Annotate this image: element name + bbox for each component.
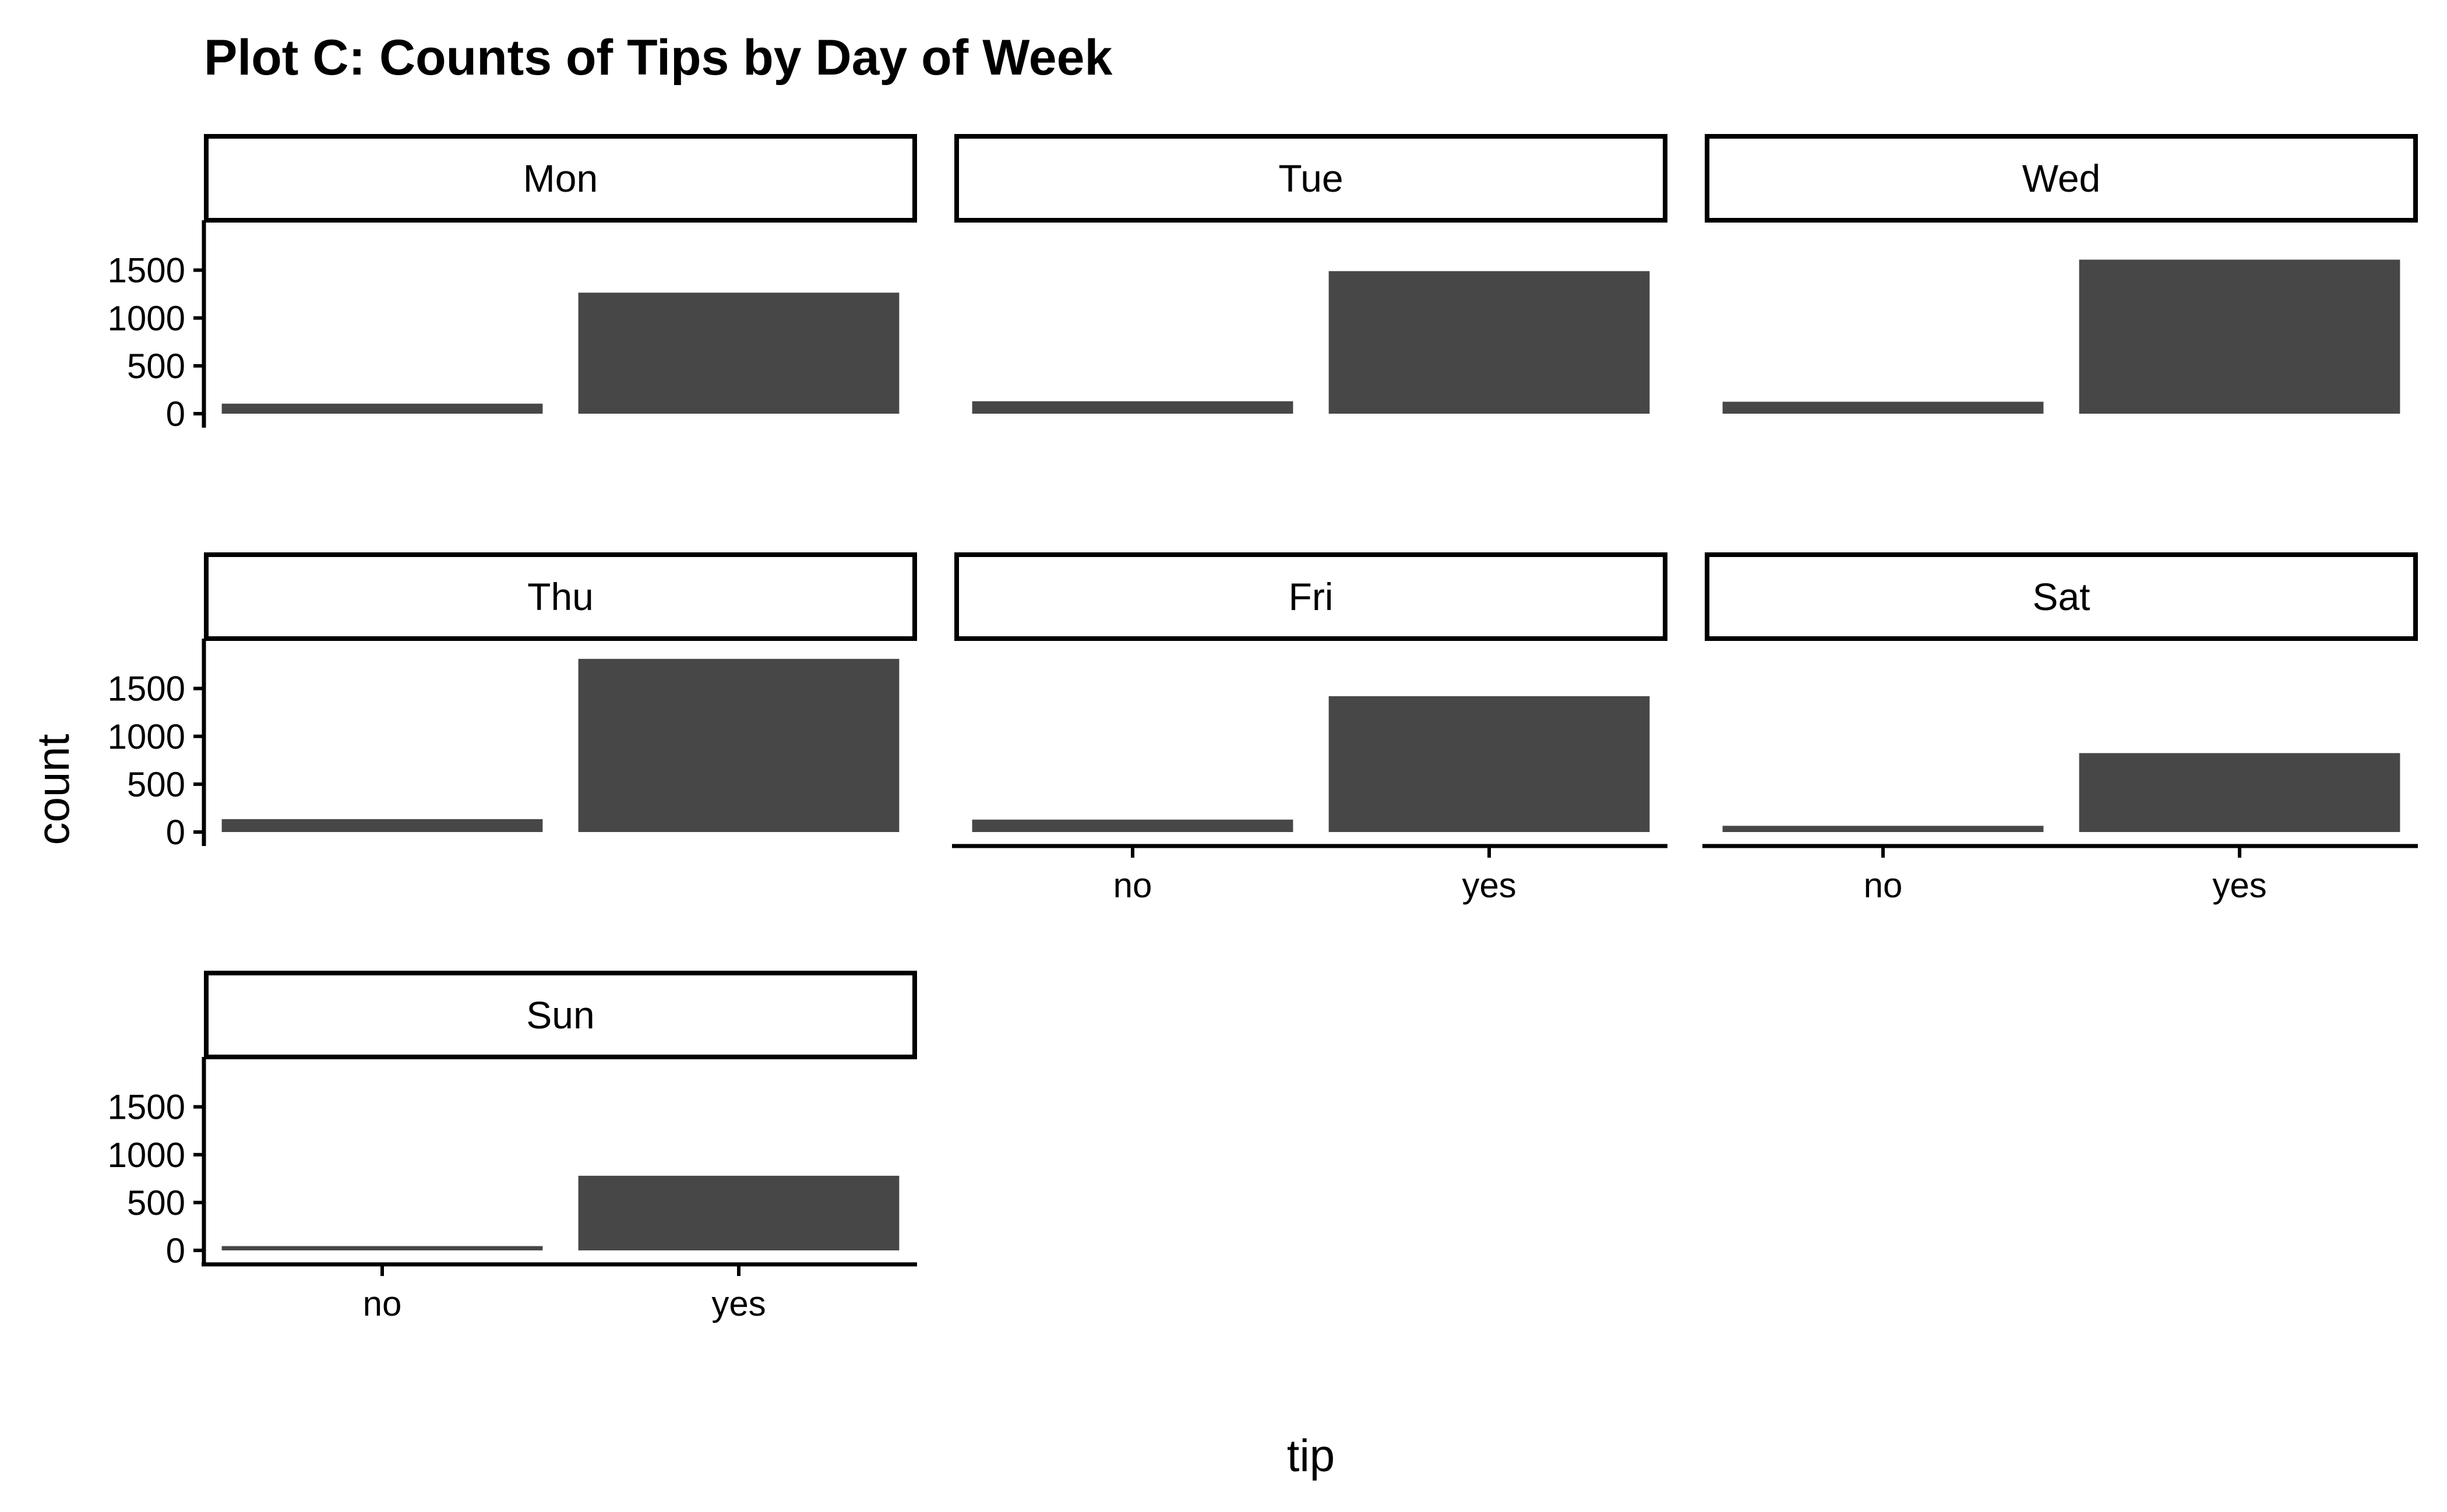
x-tick-label: no <box>363 1284 402 1323</box>
x-tick-label: yes <box>711 1284 766 1323</box>
y-tick-label: 0 <box>166 1231 185 1270</box>
y-tick-label: 1000 <box>108 717 185 756</box>
y-tick-label: 500 <box>127 765 185 804</box>
bar-sun-no <box>222 1246 543 1250</box>
bar-tue-yes <box>1329 271 1650 414</box>
y-tick-label: 0 <box>166 813 185 852</box>
bar-sat-no <box>1723 826 2044 832</box>
facet-strip-label: Sun <box>526 993 594 1037</box>
bar-thu-yes <box>579 659 900 832</box>
facet-strip-label: Thu <box>527 575 594 618</box>
y-tick-label: 1000 <box>108 299 185 338</box>
bar-tue-no <box>972 401 1293 414</box>
y-tick-label: 1500 <box>108 251 185 290</box>
facet-strip-label: Wed <box>2022 157 2101 200</box>
bar-sun-yes <box>579 1176 900 1250</box>
facet-strip-label: Mon <box>523 157 598 200</box>
bar-mon-no <box>222 404 543 414</box>
y-axis-title: count <box>27 734 79 845</box>
y-tick-label: 1500 <box>108 1088 185 1127</box>
bar-mon-yes <box>579 292 900 414</box>
facet-strip-label: Sat <box>2032 575 2090 618</box>
x-axis-title: tip <box>1287 1430 1335 1481</box>
y-tick-label: 0 <box>166 394 185 433</box>
chart-title: Plot C: Counts of Tips by Day of Week <box>204 30 1112 86</box>
facet-strip-label: Tue <box>1278 157 1343 200</box>
bar-fri-yes <box>1329 696 1650 832</box>
bar-sat-yes <box>2079 753 2400 832</box>
bar-fri-no <box>972 820 1293 832</box>
y-tick-label: 500 <box>127 1183 185 1222</box>
bar-wed-no <box>1723 401 2044 414</box>
y-tick-label: 1000 <box>108 1136 185 1175</box>
y-tick-label: 1500 <box>108 669 185 709</box>
bar-thu-no <box>222 819 543 832</box>
x-tick-label: yes <box>2212 866 2266 905</box>
y-tick-label: 500 <box>127 347 185 386</box>
bar-wed-yes <box>2079 260 2400 414</box>
facet-strip-label: Fri <box>1289 575 1334 618</box>
x-tick-label: no <box>1113 866 1152 905</box>
x-tick-label: yes <box>1462 866 1516 905</box>
x-tick-label: no <box>1864 866 1903 905</box>
